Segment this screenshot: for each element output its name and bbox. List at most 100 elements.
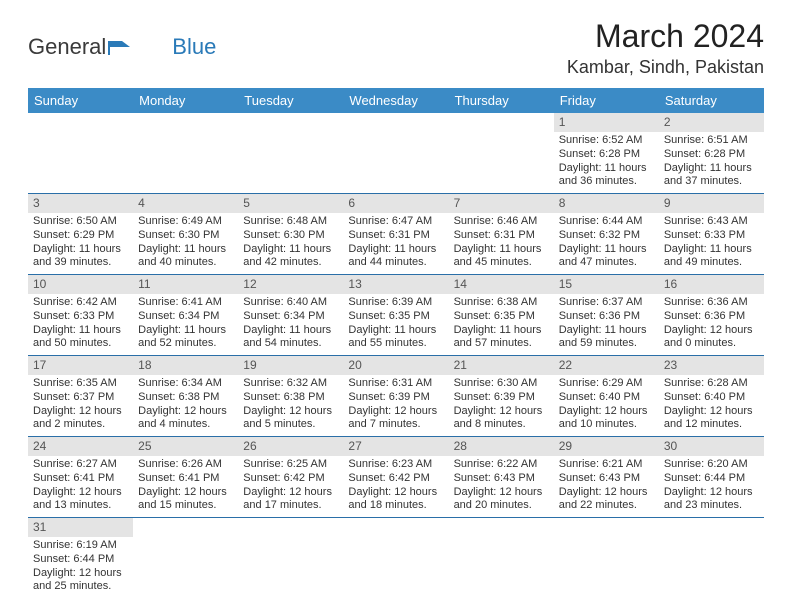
- cell-line: Sunrise: 6:34 AM: [138, 377, 233, 391]
- cell-line: and 49 minutes.: [664, 256, 759, 270]
- cell-line: Sunrise: 6:44 AM: [559, 215, 654, 229]
- calendar-cell: 23Sunrise: 6:28 AMSunset: 6:40 PMDayligh…: [659, 356, 764, 437]
- day-number: 31: [28, 518, 133, 537]
- cell-line: and 23 minutes.: [664, 499, 759, 513]
- calendar-cell: 24Sunrise: 6:27 AMSunset: 6:41 PMDayligh…: [28, 437, 133, 518]
- day-number: 17: [28, 356, 133, 375]
- cell-line: and 55 minutes.: [348, 337, 443, 351]
- calendar-cell: 12Sunrise: 6:40 AMSunset: 6:34 PMDayligh…: [238, 275, 343, 356]
- cell-line: Sunrise: 6:19 AM: [33, 539, 128, 553]
- header: General Blue March 2024 Kambar, Sindh, P…: [28, 18, 764, 78]
- cell-line: Sunset: 6:41 PM: [33, 472, 128, 486]
- cell-line: Sunrise: 6:48 AM: [243, 215, 338, 229]
- calendar-cell: 9Sunrise: 6:43 AMSunset: 6:33 PMDaylight…: [659, 194, 764, 275]
- calendar-cell: 22Sunrise: 6:29 AMSunset: 6:40 PMDayligh…: [554, 356, 659, 437]
- day-number: 3: [28, 194, 133, 213]
- table-row: 17 Sunrise: 6:35 AMSunset: 6:37 PM Dayligh…: [28, 356, 764, 437]
- cell-line: Daylight: 12 hours: [559, 405, 654, 419]
- cell-line: Daylight: 11 hours: [243, 324, 338, 338]
- cell-line: and 54 minutes.: [243, 337, 338, 351]
- cell-line: Sunrise: 6:51 AM: [664, 134, 759, 148]
- calendar-cell: 21Sunrise: 6:30 AMSunset: 6:39 PMDayligh…: [449, 356, 554, 437]
- cell-line: Sunrise: 6:39 AM: [348, 296, 443, 310]
- cell-line: Sunrise: 6:37 AM: [559, 296, 654, 310]
- day-number: 18: [133, 356, 238, 375]
- day-number: 16: [659, 275, 764, 294]
- cell-line: Sunrise: 6:20 AM: [664, 458, 759, 472]
- cell-line: Daylight: 12 hours: [348, 405, 443, 419]
- calendar-cell: 26Sunrise: 6:25 AMSunset: 6:42 PMDayligh…: [238, 437, 343, 518]
- day-number: 25: [133, 437, 238, 456]
- day-number: 19: [238, 356, 343, 375]
- cell-line: and 44 minutes.: [348, 256, 443, 270]
- table-row: 31Sunrise: 6:19 AMSunset: 6:44 PMDayligh…: [28, 518, 764, 599]
- cell-line: Sunset: 6:37 PM: [33, 391, 128, 405]
- cell-line: Daylight: 12 hours: [454, 405, 549, 419]
- cell-line: Sunset: 6:38 PM: [243, 391, 338, 405]
- cell-line: and 25 minutes.: [33, 580, 128, 594]
- day-number: 27: [343, 437, 448, 456]
- cell-line: Sunset: 6:43 PM: [559, 472, 654, 486]
- cell-line: Sunrise: 6:35 AM: [33, 377, 128, 391]
- cell-line: Sunset: 6:33 PM: [664, 229, 759, 243]
- cell-line: and 59 minutes.: [559, 337, 654, 351]
- day-number: 29: [554, 437, 659, 456]
- cell-line: and 40 minutes.: [138, 256, 233, 270]
- cell-line: Daylight: 12 hours: [664, 324, 759, 338]
- flag-icon: [108, 35, 130, 61]
- cell-line: Daylight: 11 hours: [454, 243, 549, 257]
- day-number: 14: [449, 275, 554, 294]
- day-number: 2: [659, 113, 764, 132]
- cell-line: Sunrise: 6:26 AM: [138, 458, 233, 472]
- day-header: Friday: [554, 88, 659, 113]
- cell-line: Sunset: 6:38 PM: [138, 391, 233, 405]
- day-number: 30: [659, 437, 764, 456]
- cell-line: Sunset: 6:35 PM: [454, 310, 549, 324]
- cell-line: Sunrise: 6:25 AM: [243, 458, 338, 472]
- cell-line: Sunset: 6:30 PM: [243, 229, 338, 243]
- cell-line: Sunrise: 6:40 AM: [243, 296, 338, 310]
- cell-line: and 42 minutes.: [243, 256, 338, 270]
- cell-line: Sunset: 6:31 PM: [454, 229, 549, 243]
- calendar-cell: [28, 113, 133, 194]
- calendar-cell: 11Sunrise: 6:41 AMSunset: 6:34 PMDayligh…: [133, 275, 238, 356]
- cell-line: and 37 minutes.: [664, 175, 759, 189]
- cell-line: Sunset: 6:36 PM: [559, 310, 654, 324]
- calendar-cell: 28Sunrise: 6:22 AMSunset: 6:43 PMDayligh…: [449, 437, 554, 518]
- day-number: 4: [133, 194, 238, 213]
- cell-line: Daylight: 11 hours: [454, 324, 549, 338]
- cell-line: and 22 minutes.: [559, 499, 654, 513]
- calendar-cell: 20Sunrise: 6:31 AMSunset: 6:39 PMDayligh…: [343, 356, 448, 437]
- calendar-cell: 10Sunrise: 6:42 AMSunset: 6:33 PMDayligh…: [28, 275, 133, 356]
- cell-line: Sunset: 6:39 PM: [348, 391, 443, 405]
- cell-line: Daylight: 11 hours: [559, 162, 654, 176]
- cell-line: Sunrise: 6:52 AM: [559, 134, 654, 148]
- cell-line: Daylight: 11 hours: [559, 243, 654, 257]
- day-number: 28: [449, 437, 554, 456]
- calendar-cell: 31Sunrise: 6:19 AMSunset: 6:44 PMDayligh…: [28, 518, 133, 599]
- cell-line: Sunset: 6:40 PM: [664, 391, 759, 405]
- day-header: Thursday: [449, 88, 554, 113]
- logo: General Blue: [28, 18, 216, 60]
- cell-line: Daylight: 11 hours: [138, 324, 233, 338]
- cell-line: Sunrise: 6:46 AM: [454, 215, 549, 229]
- cell-line: Sunset: 6:29 PM: [33, 229, 128, 243]
- day-header: Wednesday: [343, 88, 448, 113]
- day-number: 13: [343, 275, 448, 294]
- cell-line: Sunset: 6:34 PM: [243, 310, 338, 324]
- cell-line: and 2 minutes.: [33, 418, 128, 432]
- cell-line: Sunset: 6:28 PM: [559, 148, 654, 162]
- cell-line: Sunset: 6:35 PM: [348, 310, 443, 324]
- cell-line: and 4 minutes.: [138, 418, 233, 432]
- cell-line: Daylight: 12 hours: [33, 486, 128, 500]
- day-number: 20: [343, 356, 448, 375]
- calendar-cell: 30Sunrise: 6:20 AMSunset: 6:44 PMDayligh…: [659, 437, 764, 518]
- cell-line: and 5 minutes.: [243, 418, 338, 432]
- calendar-cell: 14Sunrise: 6:38 AMSunset: 6:35 PMDayligh…: [449, 275, 554, 356]
- cell-line: and 15 minutes.: [138, 499, 233, 513]
- cell-line: Daylight: 11 hours: [138, 243, 233, 257]
- cell-line: and 17 minutes.: [243, 499, 338, 513]
- calendar-cell: [659, 518, 764, 599]
- cell-line: Sunset: 6:44 PM: [33, 553, 128, 567]
- cell-line: Daylight: 11 hours: [243, 243, 338, 257]
